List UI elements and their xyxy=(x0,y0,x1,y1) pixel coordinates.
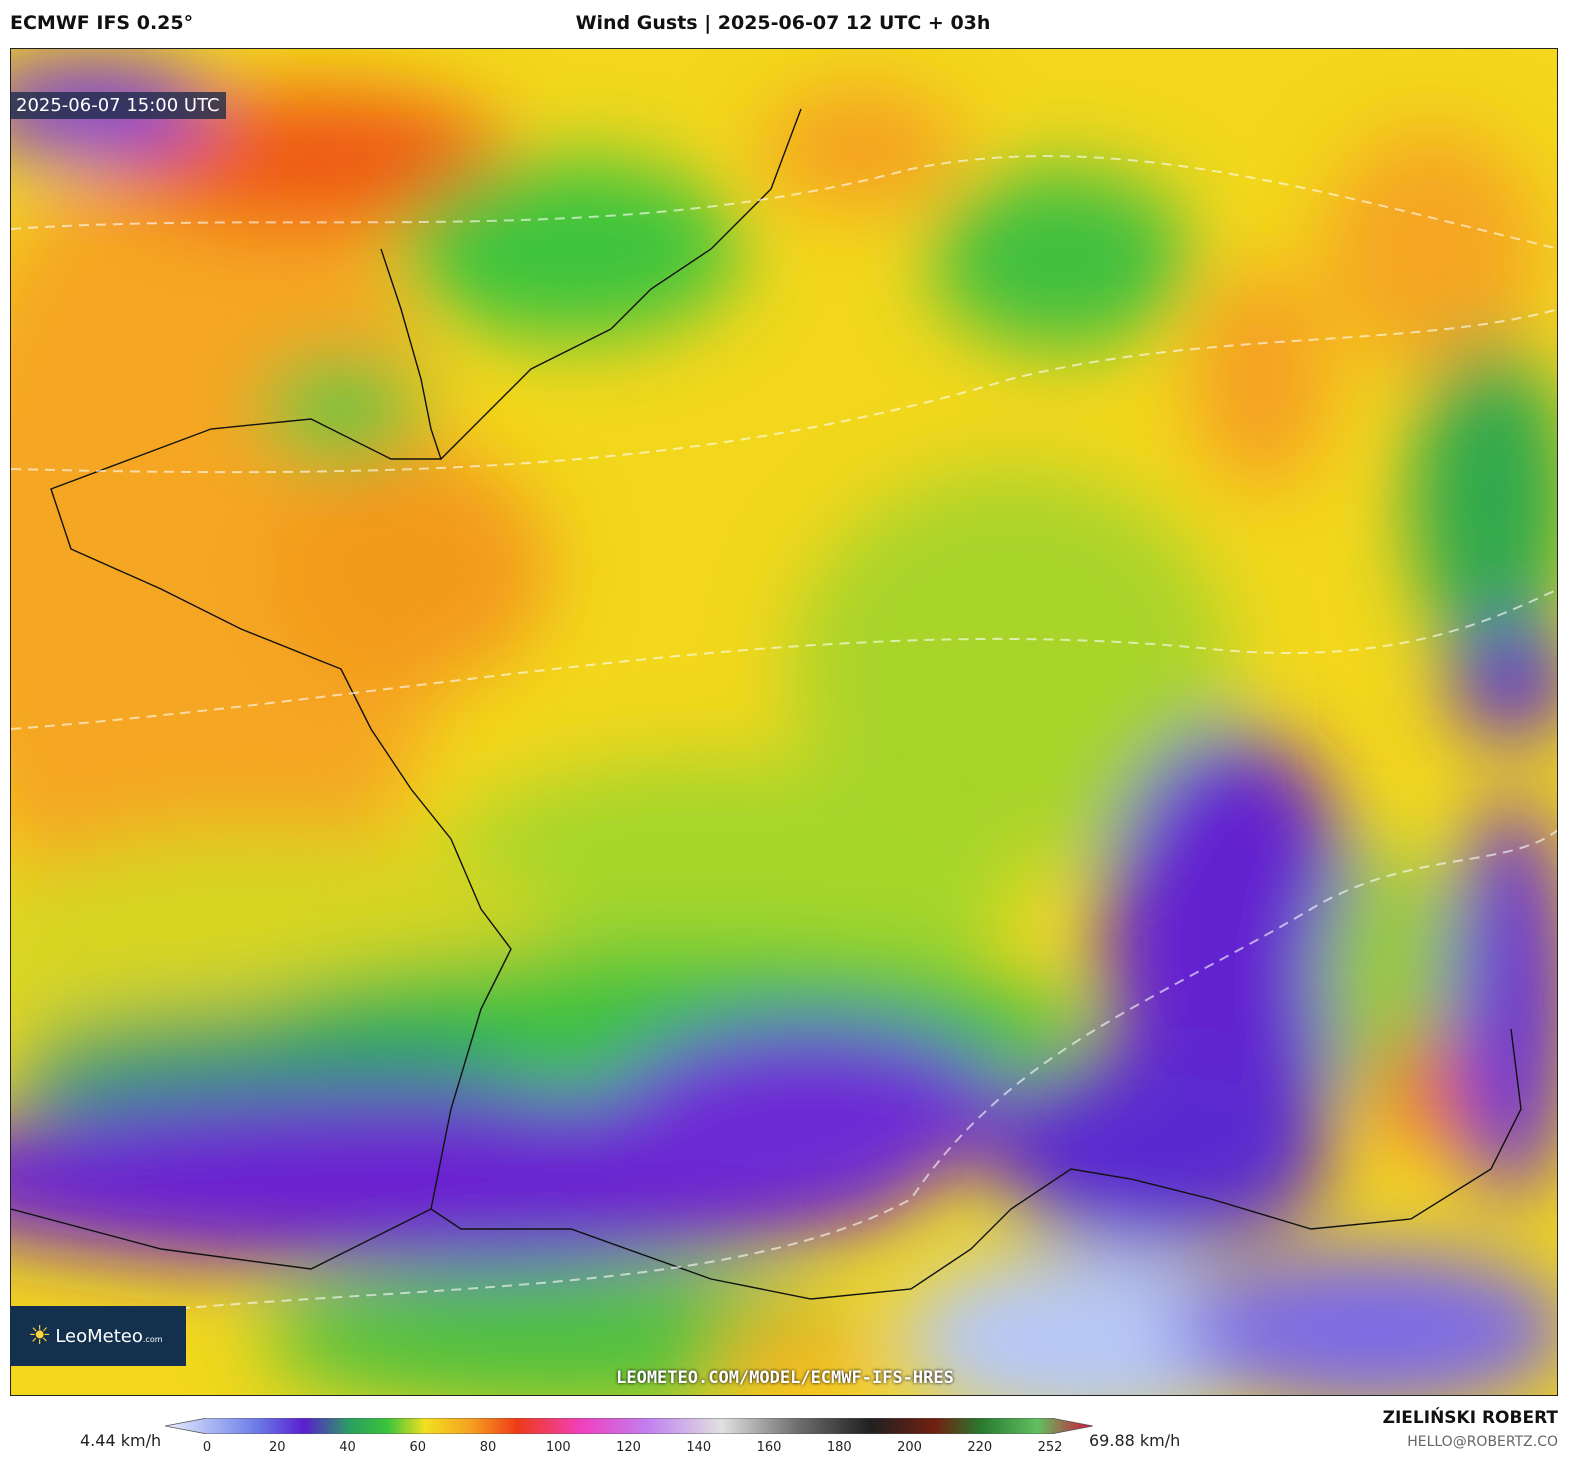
logo: ☀ LeoMeteo .com xyxy=(10,1306,186,1366)
colorbar-tick-label: 160 xyxy=(756,1440,782,1455)
colorbar-min: 4.44 km/h xyxy=(80,1431,162,1450)
map-title: Wind Gusts | 2025-06-07 12 UTC + 03h xyxy=(575,12,991,34)
colorbar-tick-label: 40 xyxy=(339,1440,356,1455)
colorbar-tick-label: 0 xyxy=(202,1440,212,1455)
logo-suffix: .com xyxy=(142,1334,163,1344)
logo-text: LeoMeteo xyxy=(55,1325,143,1347)
author: ZIELIŃSKI ROBERT xyxy=(1382,1408,1558,1428)
colorbar-tick-label: 20 xyxy=(268,1440,286,1455)
colorbar-tick-label: 60 xyxy=(409,1440,427,1455)
map xyxy=(10,48,1558,1396)
colorbar-tick-label: 80 xyxy=(479,1440,497,1455)
colorbar-tick-label: 200 xyxy=(897,1440,922,1455)
colorbar-tick-label: 220 xyxy=(967,1440,993,1455)
model-name: ECMWF IFS 0.25° xyxy=(10,12,194,34)
source-url: LEOMETEO.COM/MODEL/ECMWF-IFS-HRES xyxy=(616,1368,954,1388)
colorbar-tick-label: 100 xyxy=(545,1440,571,1455)
email: HELLO@ROBERTZ.CO xyxy=(1407,1434,1558,1450)
colorbar-tick-label: 180 xyxy=(826,1440,852,1455)
valid-time: 2025-06-07 15:00 UTC xyxy=(10,92,226,119)
colorbar-tick-label: 252 xyxy=(1037,1440,1063,1455)
colorbar xyxy=(165,1418,1093,1434)
colorbar-tick-label: 120 xyxy=(616,1440,641,1455)
wind-field xyxy=(11,49,1557,1395)
colorbar-max: 69.88 km/h xyxy=(1089,1431,1181,1450)
colorbar-tick-label: 140 xyxy=(686,1440,712,1455)
